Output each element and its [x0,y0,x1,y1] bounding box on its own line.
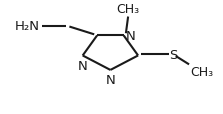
Text: CH₃: CH₃ [190,66,213,79]
Text: S: S [169,48,178,61]
Text: H₂N: H₂N [15,20,40,33]
Text: CH₃: CH₃ [117,3,140,16]
Text: N: N [105,74,115,87]
Text: N: N [126,30,136,43]
Text: N: N [78,59,88,72]
